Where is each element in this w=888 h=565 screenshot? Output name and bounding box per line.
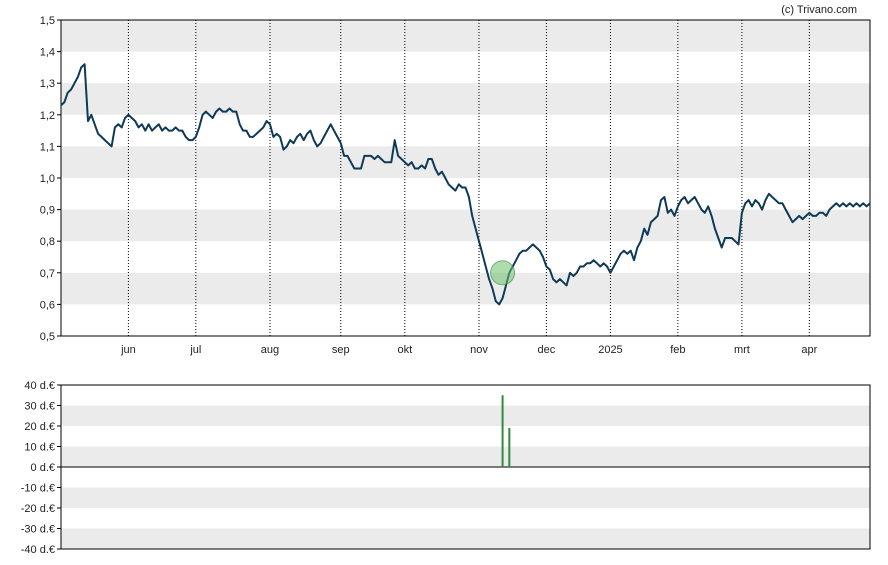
price-line [60,63,871,306]
volume-y-tick-label: -20 d.€ [21,503,55,515]
volume-y-tick-label: -40 d.€ [21,544,55,556]
price-grid-band [61,83,870,115]
y-tick-label: 0,7 [40,268,55,280]
x-tick-label: nov [470,344,488,356]
x-tick-label: sep [332,344,350,356]
x-tick-label: feb [670,344,685,356]
volume-y-tick-label: 20 d.€ [24,421,55,433]
volume-y-tick-label: -10 d.€ [21,483,55,495]
x-tick-label: okt [397,344,412,356]
x-tick-label: jul [189,344,201,356]
x-tick-label: apr [801,344,817,356]
volume-frame [60,384,871,550]
price-frame [60,19,871,337]
price-grid-band [61,209,870,242]
volume-grid-band [61,487,870,508]
y-tick-label: 1,4 [40,47,55,59]
y-tick-label: 0,6 [40,299,55,311]
event-marker [490,260,516,286]
y-tick-label: 1,1 [40,141,55,153]
credit-label: (c) Trivano.com [781,4,857,16]
volume-y-tick-label: -30 d.€ [21,524,55,536]
y-tick-label: 1,0 [40,173,55,185]
volume-grid-band [61,405,870,426]
volume-grid-band [61,446,870,467]
price-grid-band [61,272,870,305]
volume-y-tick-label: 30 d.€ [24,401,55,413]
x-tick-label: aug [261,344,279,356]
x-tick-label: mrt [734,344,750,356]
y-tick-label: 0,5 [40,331,55,343]
volume-y-tick-label: 10 d.€ [24,442,55,454]
volume-y-tick-label: 0 d.€ [31,462,55,474]
price-panel: jun jul aug sep okt nov dec 2025 feb mrt apr 0,5 0,6… [40,15,871,356]
price-grid-band [61,20,870,52]
y-tick-label: 0,8 [40,236,55,248]
y-tick-label: 0,9 [40,205,55,217]
volume-y-tick-label: 40 d.€ [24,380,55,392]
x-tick-label: jun [120,344,136,356]
y-tick-label: 1,5 [40,15,55,27]
x-tick-label: dec [538,344,556,356]
volume-panel: 40 d.€ 30 d.€ 20 d.€ 10 d.€ 0 d.€ -10 d.€ -20 … [21,380,871,556]
y-tick-label: 1,3 [40,78,55,90]
x-tick-label: 2025 [598,344,622,356]
volume-grid-band [61,528,870,549]
y-tick-label: 1,2 [40,110,55,122]
price-grid-band [61,146,870,178]
